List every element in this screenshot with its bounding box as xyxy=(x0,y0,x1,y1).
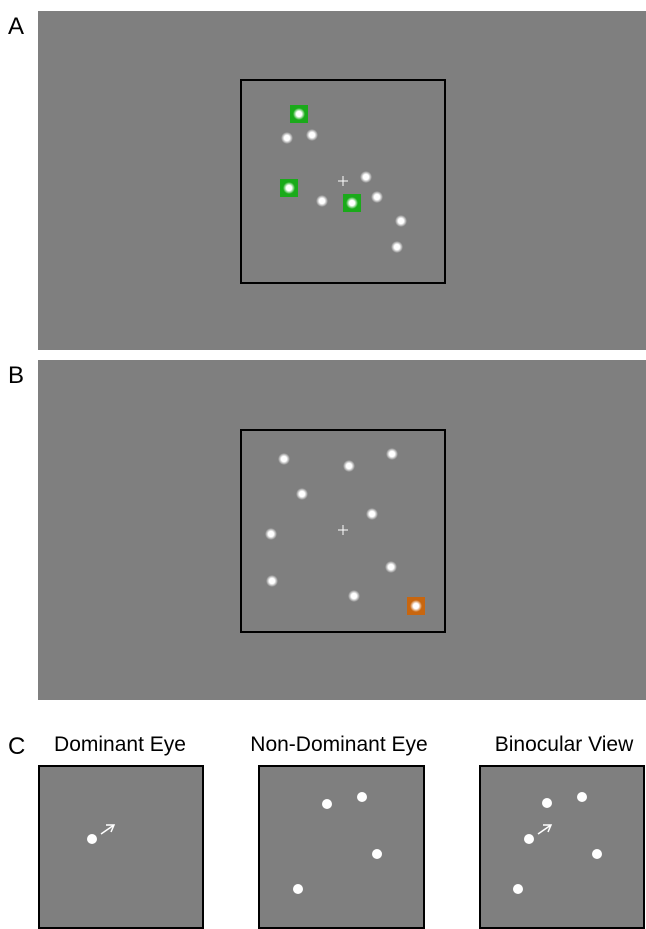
view-box xyxy=(38,765,204,929)
dots xyxy=(265,448,422,612)
panel-label: B xyxy=(8,362,24,389)
view-label: Non-Dominant Eye xyxy=(250,733,427,756)
view-box xyxy=(479,765,645,929)
fixation-cross xyxy=(338,176,348,186)
panel-label: C xyxy=(8,733,25,760)
view-box xyxy=(258,765,425,929)
panel-label: A xyxy=(8,13,24,40)
display-frame xyxy=(240,429,446,633)
fixation-cross xyxy=(338,525,348,535)
view-label: Binocular View xyxy=(495,733,634,756)
dots xyxy=(281,108,407,253)
display-frame xyxy=(240,79,446,284)
view-label: Dominant Eye xyxy=(54,733,186,756)
